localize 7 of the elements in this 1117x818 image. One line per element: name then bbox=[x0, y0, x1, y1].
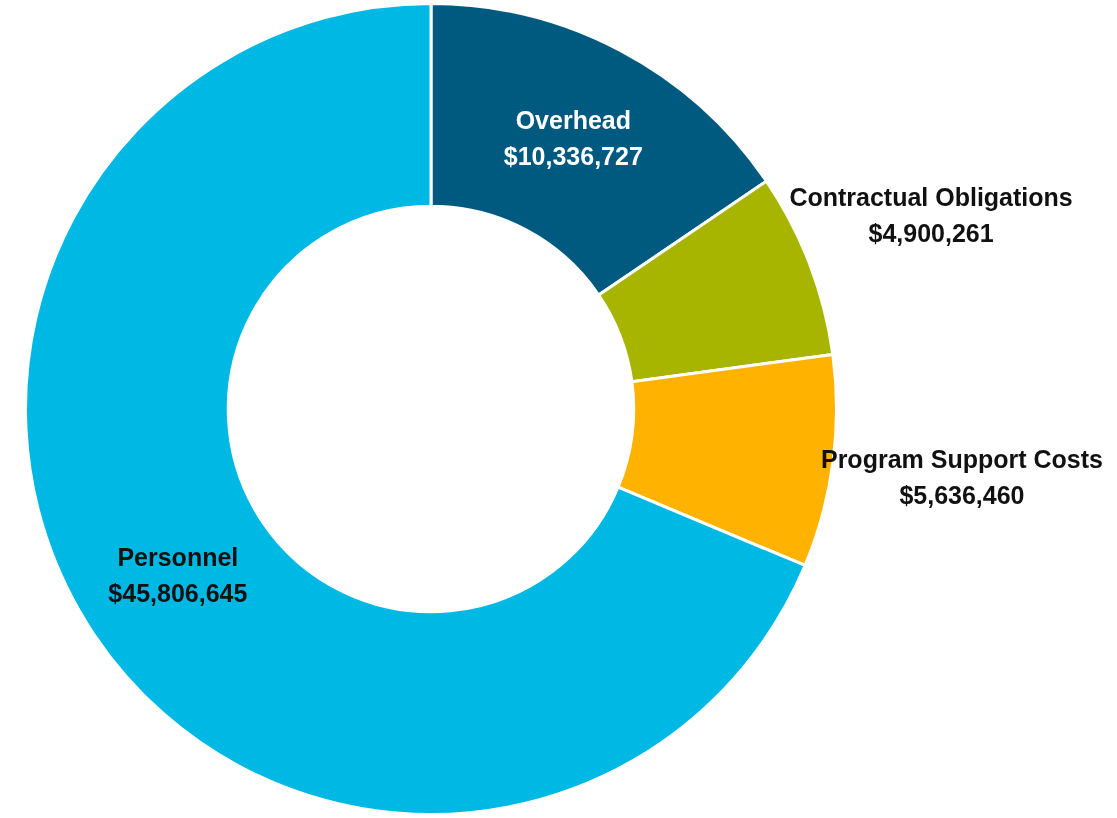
data-label: $5,636,460 bbox=[899, 480, 1025, 509]
slice-label: Personnel bbox=[117, 543, 239, 572]
slice-label: Overhead bbox=[515, 106, 631, 135]
data-label: $4,900,261 bbox=[868, 219, 994, 248]
data-label: $10,336,727 bbox=[503, 142, 643, 171]
data-label: $45,806,645 bbox=[108, 579, 248, 608]
slice-label: Contractual Obligations bbox=[789, 183, 1073, 212]
